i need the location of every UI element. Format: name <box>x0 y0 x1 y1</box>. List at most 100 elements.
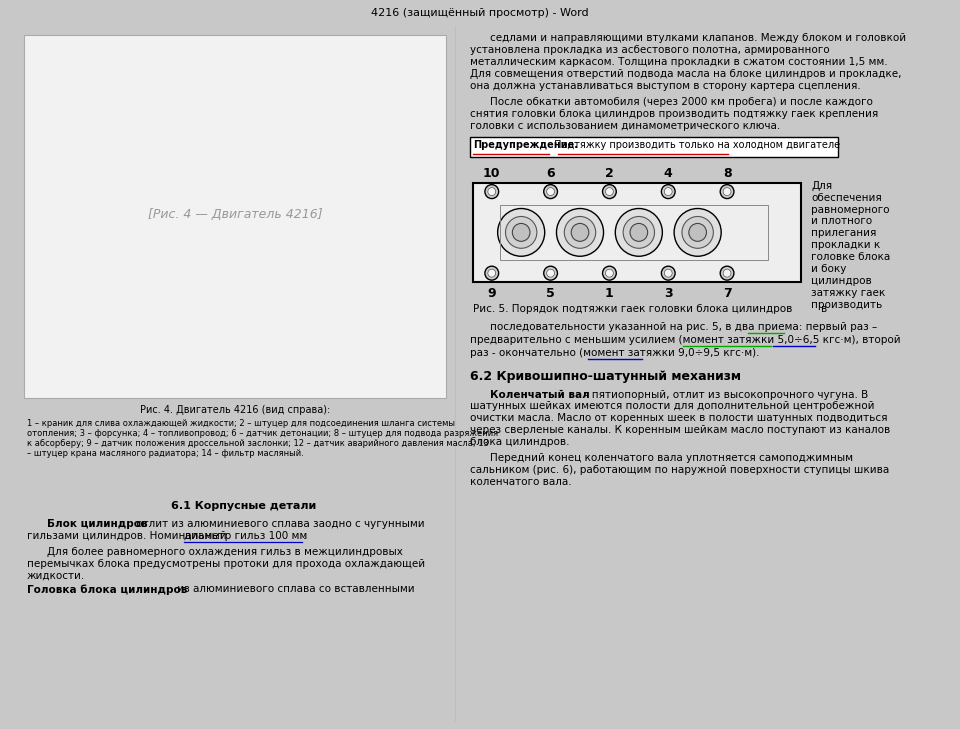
Circle shape <box>513 223 530 241</box>
Text: 7: 7 <box>723 287 732 300</box>
Text: После обкатки автомобиля (через 2000 км пробега) и после каждого: После обкатки автомобиля (через 2000 км … <box>490 97 873 107</box>
Text: Блок цилиндров: Блок цилиндров <box>47 519 147 529</box>
Bar <box>473 183 801 282</box>
Text: 6.2 Кривошипно-шатунный механизм: 6.2 Кривошипно-шатунный механизм <box>470 370 741 383</box>
Text: через сверленые каналы. К коренным шейкам масло поступают из каналов: через сверленые каналы. К коренным шейка… <box>470 425 891 435</box>
Bar <box>470 137 838 157</box>
Circle shape <box>546 187 555 195</box>
Text: производить: производить <box>811 300 882 310</box>
Text: Коленчатый вал: Коленчатый вал <box>490 389 589 399</box>
Text: 4: 4 <box>664 167 673 180</box>
Circle shape <box>689 223 707 241</box>
Text: 2: 2 <box>605 167 613 180</box>
Text: установлена прокладка из асбестового полотна, армированного: установлена прокладка из асбестового пол… <box>470 45 829 55</box>
Circle shape <box>485 266 498 280</box>
Text: и плотного: и плотного <box>811 217 873 227</box>
Text: 1 – краник для слива охлаждающей жидкости; 2 – штуцер для подсоединения шланга с: 1 – краник для слива охлаждающей жидкост… <box>27 419 455 429</box>
Text: 6: 6 <box>546 167 555 180</box>
Circle shape <box>506 217 537 249</box>
Circle shape <box>664 187 672 195</box>
Circle shape <box>682 217 713 249</box>
Text: Для: Для <box>811 181 832 191</box>
Text: коленчатого вала.: коленчатого вала. <box>470 477 572 487</box>
Text: – пятиопорный, отлит из высокопрочного чугуна. В: – пятиопорный, отлит из высокопрочного ч… <box>580 389 868 399</box>
Text: 5: 5 <box>546 287 555 300</box>
Circle shape <box>488 269 495 277</box>
Text: головки с использованием динамометрического ключа.: головки с использованием динамометрическ… <box>470 121 780 131</box>
Circle shape <box>603 266 616 280</box>
Circle shape <box>723 187 731 195</box>
Text: – штуцер крана масляного радиатора; 14 – фильтр масляный.: – штуцер крана масляного радиатора; 14 –… <box>27 449 303 459</box>
Text: сальником (рис. 6), работающим по наружной поверхности ступицы шкива: сальником (рис. 6), работающим по наружн… <box>470 465 890 475</box>
Text: последовательности указанной на рис. 5, в два приема: первый раз –: последовательности указанной на рис. 5, … <box>490 322 877 332</box>
Text: снятия головки блока цилиндров производить подтяжку гаек крепления: снятия головки блока цилиндров производи… <box>470 109 878 119</box>
Text: она должна устанавливаться выступом в сторону картера сцепления.: она должна устанавливаться выступом в ст… <box>470 81 861 91</box>
Circle shape <box>606 269 613 277</box>
Circle shape <box>623 217 655 249</box>
Circle shape <box>543 266 558 280</box>
Text: 6.1 Корпусные детали: 6.1 Корпусные детали <box>171 501 317 511</box>
Text: перемычках блока предусмотрены протоки для прохода охлаждающей: перемычках блока предусмотрены протоки д… <box>27 558 425 569</box>
Text: Головка блока цилиндров: Головка блока цилиндров <box>27 585 187 595</box>
Text: очистки масла. Масло от коренных шеек в полости шатунных подводиться: очистки масла. Масло от коренных шеек в … <box>470 413 888 424</box>
Circle shape <box>571 223 588 241</box>
Text: Для более равномерного охлаждения гильз в межцилиндровых: Для более равномерного охлаждения гильз … <box>47 547 402 557</box>
Circle shape <box>557 208 604 257</box>
Circle shape <box>630 223 648 241</box>
Circle shape <box>664 269 672 277</box>
Text: 1: 1 <box>605 287 613 300</box>
Circle shape <box>723 269 731 277</box>
Circle shape <box>720 266 734 280</box>
Text: предварительно с меньшим усилием (момент затяжки 5,0÷6,5 кгс·м), второй: предварительно с меньшим усилием (момент… <box>470 335 900 345</box>
Bar <box>499 205 768 260</box>
Text: равномерного: равномерного <box>811 205 890 214</box>
Text: диаметр гильз 100 мм: диаметр гильз 100 мм <box>184 531 307 541</box>
Circle shape <box>615 208 662 257</box>
Text: и боку: и боку <box>811 264 847 274</box>
Circle shape <box>564 217 596 249</box>
Text: раз - окончательно (момент затяжки 9,0÷9,5 кгс·м).: раз - окончательно (момент затяжки 9,0÷9… <box>470 348 759 358</box>
Text: из алюминиевого сплава со вставленными: из алюминиевого сплава со вставленными <box>174 585 415 594</box>
Circle shape <box>488 187 495 195</box>
Text: 9: 9 <box>488 287 496 300</box>
Text: 10: 10 <box>483 167 500 180</box>
Text: [Рис. 4 — Двигатель 4216]: [Рис. 4 — Двигатель 4216] <box>148 208 323 221</box>
Circle shape <box>720 184 734 198</box>
Text: седлами и направляющими втулками клапанов. Между блоком и головкой: седлами и направляющими втулками клапано… <box>490 34 906 44</box>
Text: к абсорберу; 9 – датчик положения дроссельной заслонки; 12 – датчик аварийного д: к абсорберу; 9 – датчик положения дроссе… <box>27 440 489 448</box>
Text: головке блока: головке блока <box>811 252 891 262</box>
Text: Передний конец коленчатого вала уплотняется самоподжимным: Передний конец коленчатого вала уплотняе… <box>490 453 852 463</box>
Circle shape <box>661 266 675 280</box>
Text: гильзами цилиндров. Номинальный: гильзами цилиндров. Номинальный <box>27 531 229 541</box>
Text: в: в <box>821 304 828 314</box>
Circle shape <box>603 184 616 198</box>
Text: прилегания: прилегания <box>811 228 876 238</box>
Circle shape <box>606 187 613 195</box>
Bar <box>24 36 445 399</box>
Text: цилиндров: цилиндров <box>811 276 872 286</box>
Text: Подтяжку производить только на холодном двигателе: Подтяжку производить только на холодном … <box>551 140 840 150</box>
Circle shape <box>543 184 558 198</box>
Circle shape <box>497 208 544 257</box>
Text: Для совмещения отверстий подвода масла на блоке цилиндров и прокладке,: Для совмещения отверстий подвода масла н… <box>470 69 901 79</box>
Text: .: . <box>302 531 306 541</box>
Text: металлическим каркасом. Толщина прокладки в сжатом состоянии 1,5 мм.: металлическим каркасом. Толщина прокладк… <box>470 58 888 67</box>
Text: отопления; 3 – форсунка; 4 – топливопровод; 6 – датчик детонации; 8 – штуцер для: отопления; 3 – форсунка; 4 – топливопров… <box>27 429 498 438</box>
Circle shape <box>661 184 675 198</box>
Text: жидкости.: жидкости. <box>27 571 85 580</box>
Text: Рис. 4. Двигатель 4216 (вид справа):: Рис. 4. Двигатель 4216 (вид справа): <box>140 405 330 416</box>
Text: блока цилиндров.: блока цилиндров. <box>470 437 569 448</box>
Text: затяжку гаек: затяжку гаек <box>811 288 886 298</box>
Text: 3: 3 <box>664 287 673 300</box>
Text: прокладки к: прокладки к <box>811 241 880 250</box>
Circle shape <box>485 184 498 198</box>
Text: Предупреждение.: Предупреждение. <box>473 140 578 150</box>
Text: Рис. 5. Порядок подтяжки гаек головки блока цилиндров: Рис. 5. Порядок подтяжки гаек головки бл… <box>473 304 793 314</box>
Text: шатунных шейках имеются полости для дополнительной центробежной: шатунных шейках имеются полости для допо… <box>470 402 875 411</box>
Circle shape <box>674 208 721 257</box>
Text: 8: 8 <box>723 167 732 180</box>
Text: обеспечения: обеспечения <box>811 192 882 203</box>
Circle shape <box>546 269 555 277</box>
Text: отлит из алюминиевого сплава заодно с чугунными: отлит из алюминиевого сплава заодно с чу… <box>132 519 424 529</box>
Text: 4216 (защищённый просмотр) - Word: 4216 (защищённый просмотр) - Word <box>372 8 588 17</box>
